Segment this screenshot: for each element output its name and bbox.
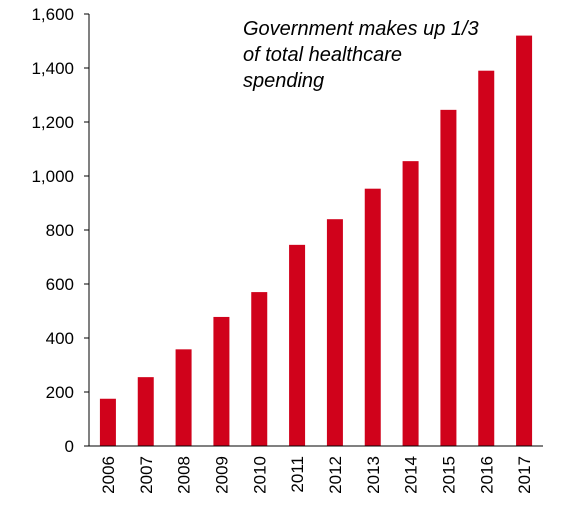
x-tick-label: 2009 (212, 456, 231, 494)
bars (99, 35, 533, 446)
x-axis: 2006 2007 2008 2009 2010 2011 2012 2013 2014 2015… (89, 445, 543, 494)
x-tick-label: 2015 (439, 456, 458, 494)
y-tick-label: 1,200 (31, 113, 74, 132)
annotation-line-1: Government makes up 1/3 (243, 18, 479, 40)
y-tick-label: 800 (46, 221, 74, 240)
x-tick-label: 2013 (364, 456, 383, 494)
y-tick-label: 200 (46, 383, 74, 402)
annotation: Government makes up 1/3 of total healthc… (243, 18, 484, 92)
x-tick-label: 2011 (288, 456, 307, 493)
y-tick-label: 1,600 (31, 5, 74, 24)
bar-2007 (137, 377, 154, 446)
bar-2015 (440, 109, 457, 446)
annotation-line-2: of total healthcare (243, 44, 402, 66)
annotation-line-3: spending (243, 70, 324, 92)
y-tick-label: 1,000 (31, 167, 74, 186)
bar-2010 (251, 292, 268, 446)
x-tick-label: 2008 (175, 456, 194, 494)
y-tick-label: 600 (46, 275, 74, 294)
bar-2009 (213, 316, 230, 446)
bar-2011 (289, 244, 306, 446)
bar-2016 (478, 70, 495, 446)
bar-2008 (175, 349, 192, 446)
bar-2017 (516, 35, 533, 446)
x-tick-label: 2017 (515, 456, 534, 494)
x-tick-label: 2010 (250, 456, 269, 494)
x-tick-label: 2016 (477, 456, 496, 494)
bar-2014 (402, 161, 419, 446)
x-tick-label: 2006 (99, 456, 118, 494)
x-tick-label: 2007 (137, 456, 156, 494)
x-tick-label: 2012 (326, 456, 345, 494)
y-axis: 0 200 400 600 800 1,000 1,200 1,400 1,600 (31, 5, 90, 456)
y-tick-label: 400 (46, 329, 74, 348)
y-tick-label: 1,400 (31, 59, 74, 78)
y-tick-label: 0 (65, 437, 74, 456)
x-tick-label: 2014 (402, 456, 421, 494)
bar-2012 (326, 219, 343, 446)
bar-2006 (99, 398, 116, 446)
bar-2013 (364, 188, 381, 446)
